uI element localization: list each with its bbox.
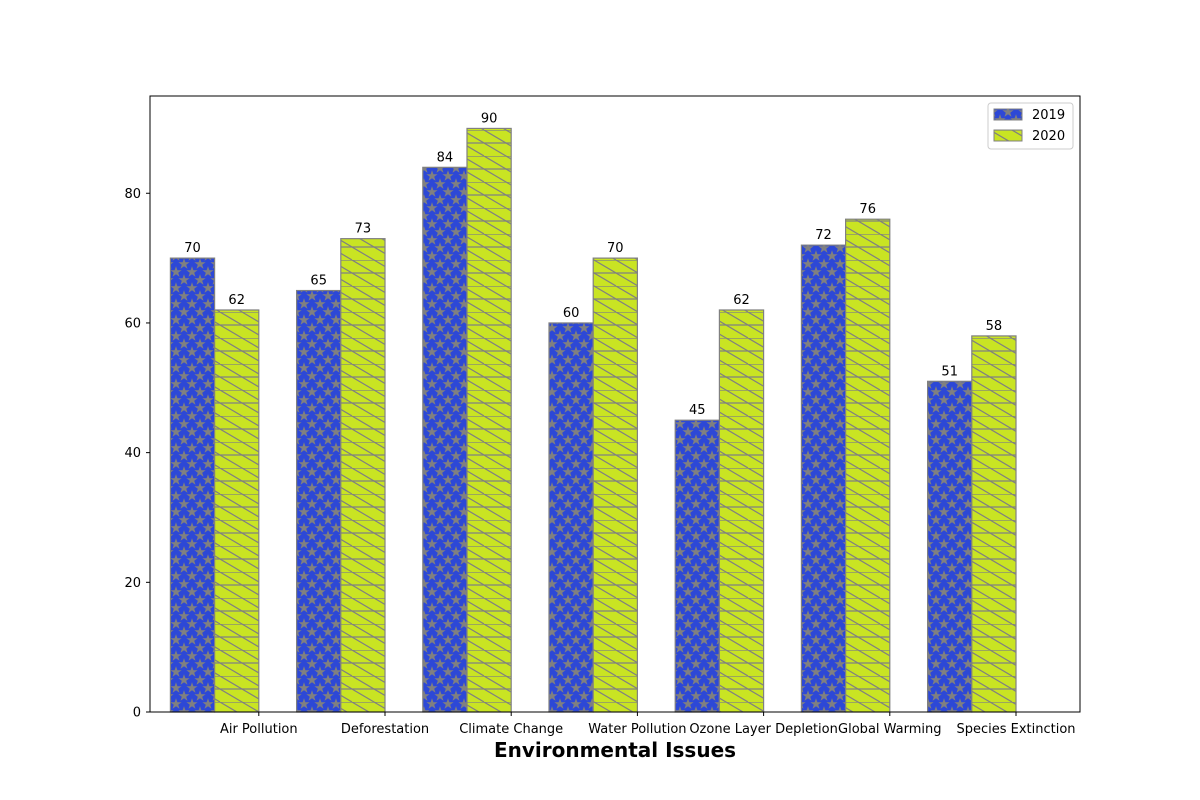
bar-value-label-2020-ozone-layer-depletion: 62 [733,293,750,308]
bar-value-label-2019-species-extinction: 51 [941,364,958,379]
x-tick-label-climate-change: Climate Change [459,722,563,737]
plot-frame [149,95,1081,713]
bar-value-label-2020-water-pollution: 70 [607,241,624,256]
bar-value-label-2020-deforestation: 73 [355,222,372,237]
bar-2019-water-pollution [548,322,594,713]
bar-value-label-2019-water-pollution: 60 [563,306,580,321]
bar-value-label-2019-climate-change: 84 [437,150,454,165]
bar-2019-deforestation [296,289,342,713]
bar-2020-air-pollution [214,309,260,713]
bar-2020-deforestation [340,238,386,713]
y-tick-label-80: 80 [124,187,141,202]
bar-labels-layer: 70 62 65 73 84 90 60 70 45 62 72 76 51 58 [184,111,1002,418]
legend-swatch-2019 [993,108,1023,121]
bar-value-label-2019-deforestation: 65 [310,274,327,289]
bar-2020-climate-change [466,127,512,713]
y-tick-label-20: 20 [124,576,141,591]
bar-value-label-2019-ozone-layer-depletion: 45 [689,403,706,418]
bar-2019-species-extinction [926,380,973,713]
x-axis-label: Environmental Issues [494,738,736,762]
x-tick-label-air-pollution: Air Pollution [220,722,298,737]
bar-2019-global-warming [800,244,847,713]
bars-layer [169,127,1017,713]
legend-label-2019: 2019 [1032,108,1065,123]
bar-2020-ozone-layer-depletion [718,309,765,713]
bar-2019-air-pollution [169,257,216,713]
y-tick-label-0: 0 [133,706,141,721]
bar-value-label-2020-global-warming: 76 [859,202,876,217]
bar-value-label-2019-global-warming: 72 [815,228,832,243]
legend: 2019 2020 [987,102,1074,150]
bar-value-label-2020-climate-change: 90 [481,111,498,126]
y-axis: 0 20 40 60 80 [124,187,150,721]
x-tick-label-species-extinction: Species Extinction [956,722,1075,737]
bar-2019-climate-change [422,166,468,713]
y-tick-label-60: 60 [124,316,141,331]
bar-value-label-2019-air-pollution: 70 [184,241,201,256]
bar-2020-species-extinction [971,335,1017,713]
x-tick-label-deforestation: Deforestation [341,722,429,737]
legend-swatch-2020 [993,129,1023,142]
x-tick-label-ozone-layer-depletion: Ozone Layer Depletion [689,722,838,737]
x-tick-label-global-warming: Global Warming [838,722,941,737]
bar-2020-global-warming [844,218,891,713]
bar-2019-ozone-layer-depletion [674,419,721,713]
bar-2020-water-pollution [592,257,639,713]
legend-label-2020: 2020 [1032,129,1065,144]
y-tick-label-40: 40 [124,446,141,461]
x-axis: Air Pollution Deforestation Climate Change… [220,712,1076,737]
bar-value-label-2020-species-extinction: 58 [986,319,1003,334]
bar-value-label-2020-air-pollution: 62 [228,293,245,308]
x-tick-label-water-pollution: Water Pollution [588,722,686,737]
